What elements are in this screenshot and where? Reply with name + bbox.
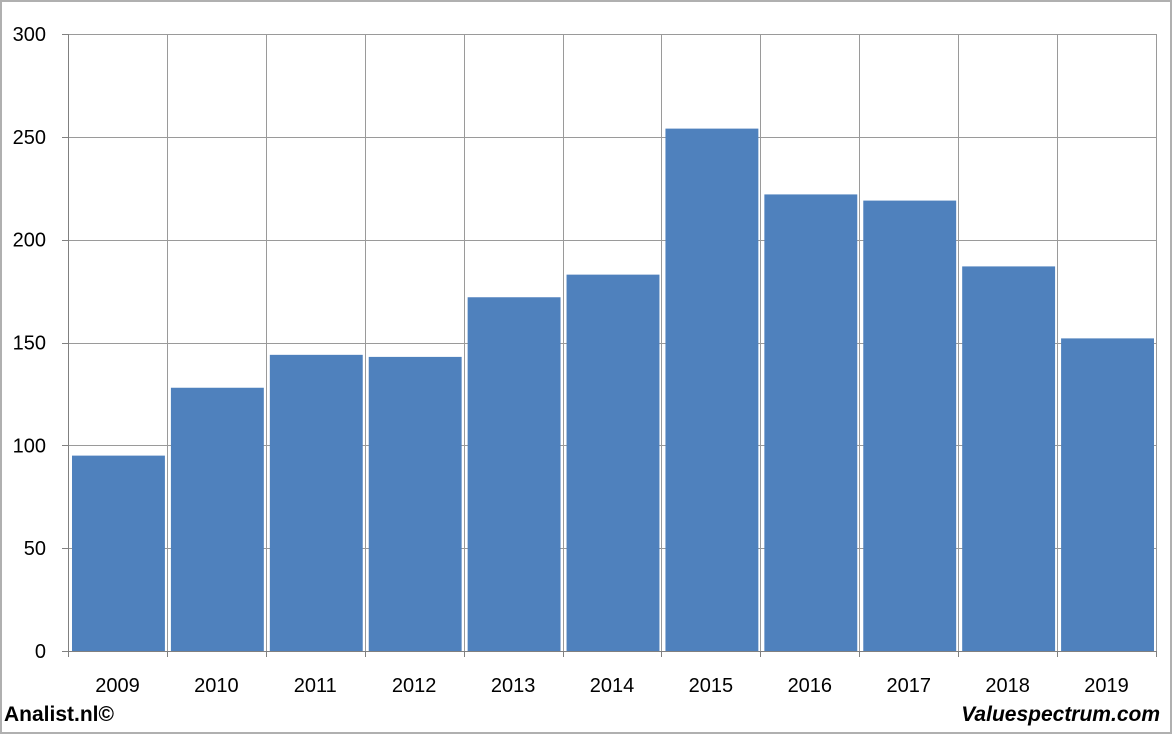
x-tick-label: 2019 — [1084, 675, 1129, 697]
x-tick-label: 2018 — [985, 675, 1030, 697]
bar — [962, 266, 1056, 651]
bar — [1061, 338, 1154, 651]
bar — [665, 128, 759, 651]
bar — [467, 297, 561, 651]
x-tick-label: 2011 — [294, 675, 337, 697]
x-tick-label: 2010 — [194, 675, 239, 697]
x-tick-label: 2014 — [590, 675, 635, 697]
bar — [764, 194, 858, 652]
bar — [566, 274, 660, 651]
y-tick-label: 150 — [13, 333, 46, 355]
y-tick-label: 200 — [13, 230, 46, 252]
source-label: Analist.nl© — [4, 703, 114, 726]
y-tick-label: 300 — [13, 24, 46, 46]
axes — [62, 34, 1157, 657]
brand-label: Valuespectrum.com — [961, 703, 1160, 726]
y-tick-labels: 0 50 100 150 200 250 300 — [13, 24, 46, 663]
bar — [368, 356, 462, 651]
bar — [863, 200, 957, 651]
y-tick-label: 100 — [13, 435, 46, 457]
y-tick-label: 50 — [24, 538, 46, 560]
y-tick-label: 0 — [35, 641, 46, 663]
x-tick-labels: 2009 2010 2011 2012 2013 2014 2015 2016 2017 2018… — [95, 675, 1129, 697]
x-tick-label: 2012 — [392, 675, 437, 697]
bar — [72, 455, 165, 651]
bar — [170, 387, 264, 651]
x-tick-label: 2009 — [95, 675, 140, 697]
x-tick-label: 2017 — [886, 675, 931, 697]
y-tick-label: 250 — [13, 127, 46, 149]
bar — [269, 354, 363, 651]
x-tick-label: 2013 — [491, 675, 536, 697]
x-tick-label: 2015 — [689, 675, 734, 697]
x-tick-label: 2016 — [788, 675, 833, 697]
bars-group — [72, 128, 1154, 652]
